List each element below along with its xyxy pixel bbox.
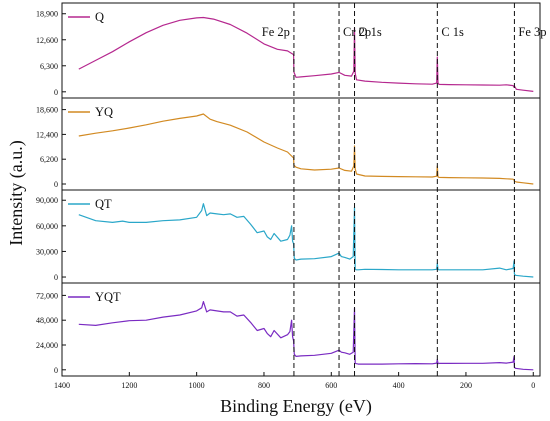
x-tick-label: 1000 [189, 381, 205, 390]
series-line-yq [78, 113, 534, 185]
legend-label: YQ [95, 105, 113, 119]
legend-qt: QT [68, 197, 112, 211]
y-tick-label: 0 [54, 273, 58, 282]
x-tick-label: 400 [393, 381, 405, 390]
y-tick-label: 48,000 [36, 316, 58, 325]
series-line-qt [78, 203, 534, 278]
x-tick-label: 1200 [121, 381, 137, 390]
y-tick-label: 24,000 [36, 341, 58, 350]
series-line-q [78, 16, 534, 92]
y-tick-label: 30,000 [36, 247, 58, 256]
panel-yqt: 0 24,000 48,000 72,000 YQT [36, 282, 541, 377]
peak-label: Cr 2p [343, 25, 371, 39]
y-tick-label: 0 [54, 88, 58, 97]
y-tick-label: 0 [54, 180, 58, 189]
legend-yq: YQ [68, 105, 113, 119]
peak-label: Fe 3p [518, 25, 546, 39]
legend-yqt: YQT [68, 290, 121, 304]
panel-frame [61, 2, 541, 99]
y-tick-label: 90,000 [36, 196, 58, 205]
y-tick-label: 18,600 [36, 106, 58, 115]
y-tick-label: 0 [54, 366, 58, 375]
peak-label: Fe 2p [262, 25, 290, 39]
x-tick-label: 600 [325, 381, 337, 390]
y-tick-label: 6,300 [40, 62, 58, 71]
y-tick-label: 12,600 [36, 36, 58, 45]
legend-label: Q [95, 10, 104, 24]
legend-q: Q [68, 10, 104, 24]
x-tick-label: 1400 [54, 381, 70, 390]
panel-qt: 0 30,000 60,000 90,000 QT [36, 189, 541, 284]
panel-q: 0 6,300 12,600 18,900 Q [36, 2, 541, 99]
panel-frame [61, 189, 541, 284]
peak-label: O 1s [359, 25, 382, 39]
y-tick-label: 12,400 [36, 130, 58, 139]
y-tick-label: 60,000 [36, 222, 58, 231]
panel-frame [61, 97, 541, 191]
x-tick-label: 0 [531, 381, 535, 390]
legend-label: QT [95, 197, 112, 211]
y-axis-title: Intensity (a.u.) [6, 140, 27, 245]
y-tick-label: 6,200 [40, 155, 58, 164]
x-tick-label: 200 [460, 381, 472, 390]
series-line-yqt [78, 301, 534, 371]
x-axis: 1400 1200 1000 800 600 400 200 0 [54, 372, 535, 390]
panel-frame [61, 282, 541, 377]
peak-markers-layer: Fe 2p Cr 2pO 1s C 1s Fe 3p [262, 3, 547, 376]
legend-label: YQT [95, 290, 121, 304]
y-tick-label: 72,000 [36, 291, 58, 300]
x-axis-title: Binding Energy (eV) [220, 396, 372, 417]
x-tick-label: 800 [258, 381, 270, 390]
y-tick-label: 18,900 [36, 10, 58, 19]
panel-yq: 0 6,200 12,400 18,600 YQ [36, 97, 541, 191]
peak-label: C 1s [441, 25, 464, 39]
